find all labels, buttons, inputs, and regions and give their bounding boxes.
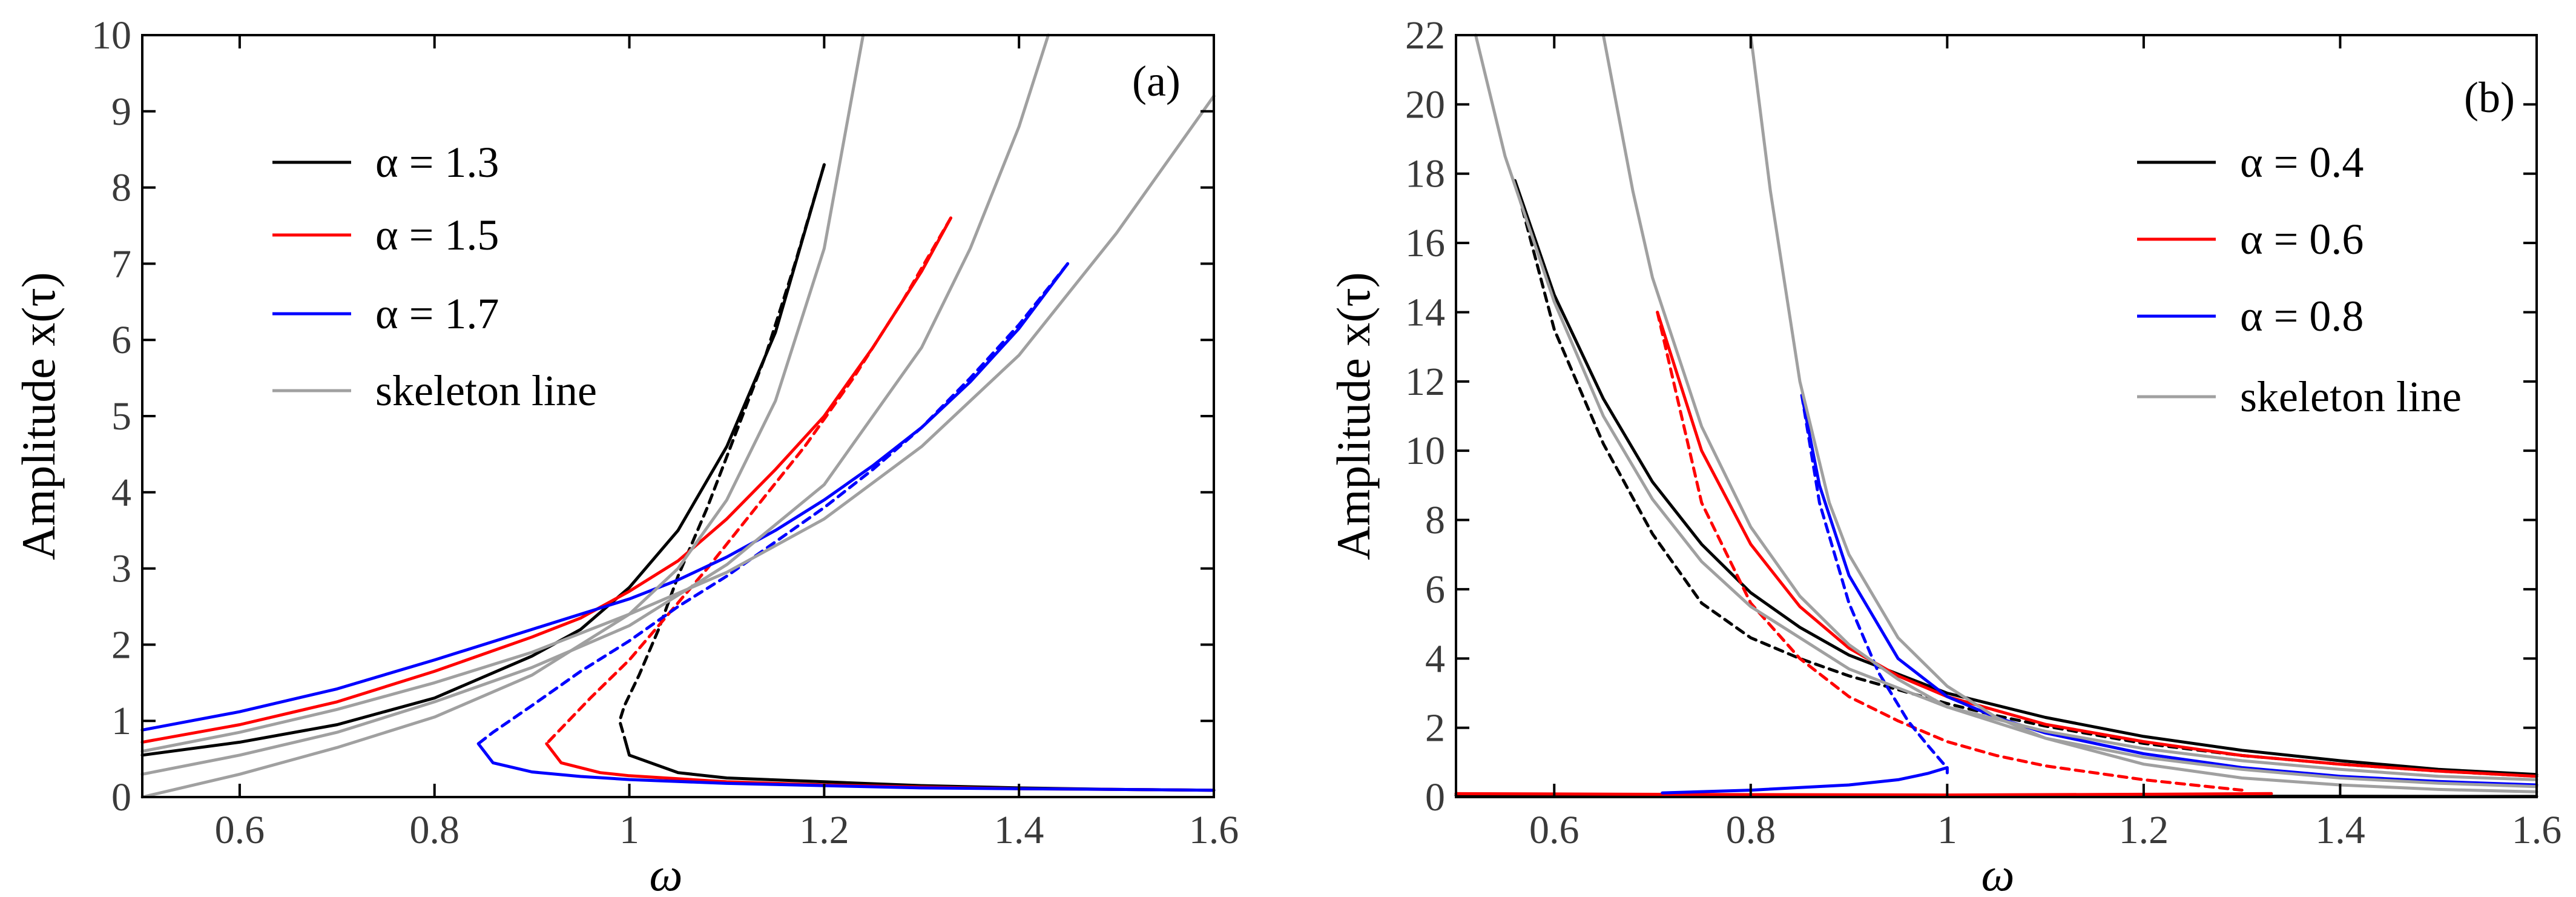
panel-a-legend: α = 1.3 α = 1.5 α = 1.7 skeleton line: [272, 138, 597, 415]
y-tick-label: 8: [1425, 498, 1445, 543]
y-tick-label: 20: [1405, 82, 1445, 127]
y-tick-label: 7: [111, 242, 131, 286]
x-tick-label: 1.4: [2315, 808, 2365, 852]
y-tick-label: 6: [111, 318, 131, 362]
series-line-b-7: [1800, 394, 1949, 769]
panel-a: 0.6 0.8 1 1.2 1.4 1.6 0 1 2 3 4 5 6 7 8 9 10 (a) ω Ampli…: [12, 13, 1239, 897]
y-tick-label: 4: [1425, 637, 1445, 681]
series-line-b-5: [1454, 792, 2273, 797]
panel-b-x-axis-label: ω: [1981, 848, 2014, 897]
series-line-a-9: [140, 33, 865, 799]
y-tick-label: 6: [1425, 568, 1445, 612]
legend-label: α = 0.8: [2240, 292, 2364, 340]
y-tick-label: 2: [1425, 706, 1445, 750]
y-tick-label: 10: [91, 13, 131, 58]
legend-label: skeleton line: [2240, 372, 2462, 421]
y-tick-label: 14: [1405, 290, 1445, 334]
panel-a-curves: [140, 33, 1216, 799]
legend-label: skeleton line: [375, 366, 597, 415]
y-tick-label: 9: [111, 90, 131, 134]
x-tick-label: 0.8: [409, 808, 460, 852]
series-line-b-4: [1656, 311, 2244, 792]
legend-label: α = 1.7: [375, 290, 499, 338]
y-tick-label: 2: [111, 623, 131, 667]
panel-a-tag: (a): [1132, 57, 1181, 105]
series-line-a-0: [140, 163, 826, 757]
x-tick-label: 1: [619, 808, 639, 852]
y-tick-label: 4: [111, 471, 131, 515]
series-line-b-1: [1513, 179, 2538, 778]
x-tick-label: 1.6: [1189, 808, 1239, 852]
x-tick-label: 1.2: [799, 808, 849, 852]
x-tick-label: 0.6: [1529, 808, 1580, 852]
panel-b-curves: [1454, 33, 2538, 798]
y-tick-label: 12: [1405, 360, 1445, 404]
series-line-a-11: [140, 94, 1216, 753]
x-tick-label: 0.6: [215, 808, 265, 852]
series-line-a-10: [140, 33, 1050, 776]
x-tick-label: 1.2: [2119, 808, 2169, 852]
x-tick-label: 1: [1937, 808, 1957, 852]
series-line-b-8: [1661, 766, 1949, 795]
y-tick-label: 3: [111, 547, 131, 591]
series-line-a-8: [476, 742, 1216, 792]
legend-label: α = 0.4: [2240, 138, 2364, 187]
y-tick-label: 0: [1425, 775, 1445, 819]
legend-label: α = 0.6: [2240, 215, 2364, 263]
x-tick-label: 1.6: [2512, 808, 2562, 852]
panel-b-tag: (b): [2464, 73, 2515, 122]
panel-b-ticks: 0.6 0.8 1 1.2 1.4 1.6 0 2 4 6 8 10 12 14 16 18 20 22: [1405, 13, 2561, 852]
panel-a-axis-frame: [141, 34, 1215, 798]
y-tick-label: 18: [1405, 152, 1445, 196]
series-line-a-1: [618, 163, 826, 740]
series-line-b-0: [1513, 179, 2538, 776]
y-tick-label: 8: [111, 166, 131, 210]
legend-label: α = 1.5: [375, 211, 499, 259]
series-line-b-10: [1601, 33, 2538, 789]
y-tick-label: 5: [111, 394, 131, 439]
panel-a-y-axis-label: Amplitude x(τ): [12, 272, 65, 560]
panel-b-axis-frame: [1455, 34, 2538, 798]
y-tick-label: 0: [111, 775, 131, 819]
panel-b-legend: α = 0.4 α = 0.6 α = 0.8 skeleton line: [2137, 138, 2462, 421]
y-tick-label: 22: [1405, 13, 1445, 58]
series-line-b-11: [1749, 33, 2538, 793]
x-tick-label: 1.4: [994, 808, 1044, 852]
series-line-a-4: [545, 216, 952, 746]
legend-label: α = 1.3: [375, 138, 499, 187]
series-line-a-3: [140, 216, 952, 744]
y-tick-label: 10: [1405, 429, 1445, 473]
panel-b-y-axis-label: Amplitude x(τ): [1327, 272, 1380, 560]
x-tick-label: 0.8: [1726, 808, 1776, 852]
y-tick-label: 1: [111, 699, 131, 743]
panel-a-x-axis-label: ω: [649, 848, 682, 897]
panel-a-ticks: 0.6 0.8 1 1.2 1.4 1.6 0 1 2 3 4 5 6 7 8 9 10: [91, 13, 1239, 852]
series-line-b-9: [1474, 33, 2538, 781]
y-tick-label: 16: [1405, 221, 1445, 265]
series-line-a-6: [140, 262, 1070, 732]
